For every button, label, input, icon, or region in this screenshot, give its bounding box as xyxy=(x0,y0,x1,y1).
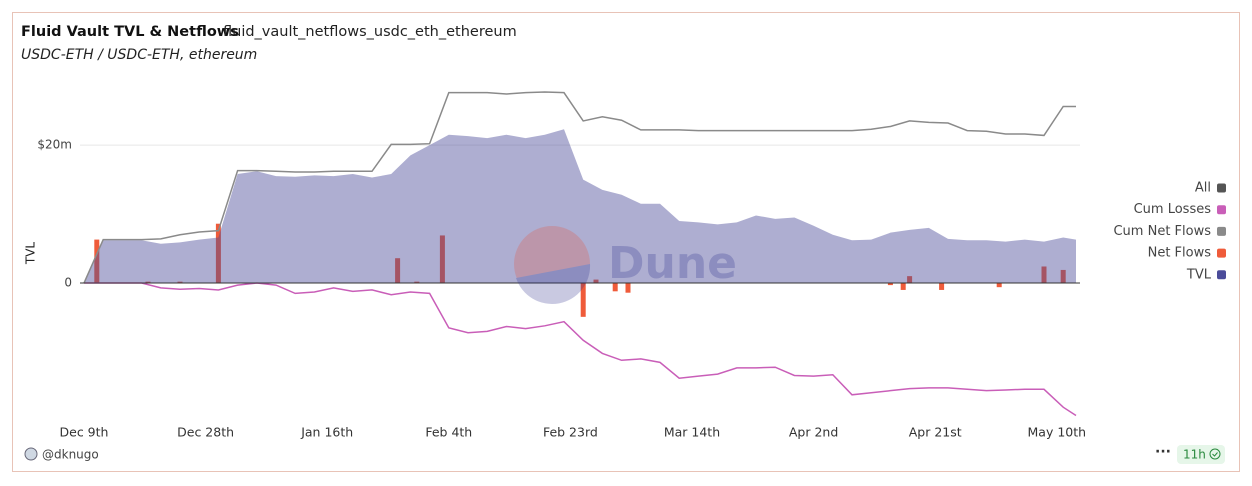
net-flow-bar xyxy=(439,235,445,284)
net-flow-bar xyxy=(900,283,906,290)
net-flow-bar xyxy=(145,281,151,284)
net-flow-bar xyxy=(887,283,893,286)
net-flow-bar xyxy=(215,223,221,284)
net-flow-bar xyxy=(177,281,183,284)
watermark-logo-part xyxy=(516,264,591,304)
check-icon xyxy=(1209,448,1221,460)
age: 11h xyxy=(1183,448,1206,462)
query-name: fluid_vault_netflows_usdc_eth_ethereum xyxy=(223,24,517,40)
series-line xyxy=(84,282,1077,417)
x-tick-label: Apr 21st xyxy=(909,425,962,440)
net-flow-bar xyxy=(94,239,100,284)
check-mark xyxy=(1212,452,1218,457)
y-tick-label: $20m xyxy=(37,138,72,152)
x-tick-label: Feb 23rd xyxy=(543,425,598,440)
net-flow-bar xyxy=(414,281,420,284)
x-tick-label: Apr 2nd xyxy=(789,425,838,440)
legend: All Cum Losses Cum Net Flows Net Flows TVL xyxy=(1113,181,1226,282)
menu-dots[interactable]: ··· xyxy=(1155,444,1171,460)
legend-swatch xyxy=(1217,183,1226,193)
legend-label: TVL xyxy=(1186,267,1212,282)
x-tick-label: Dec 28th xyxy=(177,425,234,440)
x-tick-label: Jan 16th xyxy=(300,425,353,440)
net-flow-bar xyxy=(939,283,945,290)
legend-label: All xyxy=(1195,181,1211,196)
tvl-area xyxy=(84,129,1076,284)
net-flow-bar xyxy=(996,283,1002,288)
legend-label: Cum Net Flows xyxy=(1113,224,1211,239)
author: @dknugo xyxy=(42,448,99,462)
net-flow-bar xyxy=(1060,269,1066,284)
x-tick-label: May 10th xyxy=(1028,425,1087,440)
series-line xyxy=(83,91,1076,284)
y-axis-label: TVL xyxy=(24,242,38,266)
net-flow-bar xyxy=(1041,266,1047,284)
avatar xyxy=(24,447,38,461)
legend-swatch xyxy=(1217,270,1226,280)
x-tick-label: Feb 4th xyxy=(425,425,472,440)
legend-swatch xyxy=(1217,248,1226,258)
title: Fluid Vault TVL & Netflows xyxy=(21,24,239,40)
legend-label: Cum Losses xyxy=(1134,202,1212,217)
legend-swatch xyxy=(1217,226,1226,236)
legend-label: Net Flows xyxy=(1148,246,1212,261)
watermark-logo xyxy=(514,226,590,302)
net-flow-bar xyxy=(612,283,618,292)
watermark: Dune xyxy=(514,226,737,304)
x-tick-label: Dec 9th xyxy=(60,425,109,440)
legend-swatch xyxy=(1217,205,1226,215)
subtitle: USDC-ETH / USDC-ETH, ethereum xyxy=(21,47,257,63)
plot: 0 $20m Dec 9th Dec 28th Jan 16th Feb 4th Feb 2… xyxy=(37,91,1087,440)
net-flow-bar xyxy=(625,283,631,293)
net-flow-bar xyxy=(395,258,401,284)
watermark-text: Dune xyxy=(608,238,737,289)
net-flow-bar xyxy=(580,283,586,317)
net-flow-bar xyxy=(907,276,913,284)
y-tick-label: 0 xyxy=(64,276,72,290)
x-tick-label: Mar 14th xyxy=(664,425,720,440)
net-flow-bar xyxy=(593,279,599,284)
